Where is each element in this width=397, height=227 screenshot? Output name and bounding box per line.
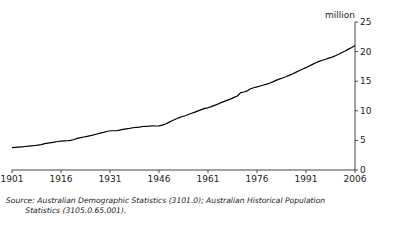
y-tick bbox=[355, 110, 358, 111]
x-tick bbox=[61, 170, 62, 173]
source-note: Statistics (3105.0.65.001). bbox=[6, 206, 126, 215]
x-tick-label: 2006 bbox=[344, 174, 367, 184]
x-tick bbox=[110, 170, 111, 173]
y-tick bbox=[355, 81, 358, 82]
y-tick-label: 15 bbox=[360, 76, 371, 86]
x-tick bbox=[208, 170, 209, 173]
x-tick-label: 1901 bbox=[1, 174, 24, 184]
y-tick-label: 25 bbox=[360, 17, 371, 27]
y-tick-label: 20 bbox=[360, 47, 372, 57]
x-tick-label: 1961 bbox=[197, 174, 220, 184]
population-line bbox=[12, 46, 355, 148]
x-tick-label: 1931 bbox=[99, 174, 122, 184]
plot-area bbox=[12, 46, 355, 148]
y-tick bbox=[355, 51, 358, 52]
y-tick-label: 0 bbox=[360, 165, 366, 175]
y-axis-line bbox=[355, 22, 356, 170]
x-tick bbox=[159, 170, 160, 173]
x-axis-line bbox=[12, 170, 355, 171]
y-tick-label: 5 bbox=[360, 135, 366, 145]
x-tick-label: 1916 bbox=[50, 174, 73, 184]
y-tick bbox=[355, 140, 358, 141]
y-tick-label: 10 bbox=[360, 106, 372, 116]
source-note: Source: Australian Demographic Statistic… bbox=[6, 196, 325, 205]
x-tick bbox=[257, 170, 258, 173]
y-tick bbox=[355, 170, 358, 171]
x-tick-label: 1946 bbox=[148, 174, 171, 184]
x-tick-label: 1976 bbox=[246, 174, 269, 184]
x-tick bbox=[306, 170, 307, 173]
x-tick-label: 1991 bbox=[295, 174, 318, 184]
y-label: million bbox=[325, 10, 355, 20]
x-tick bbox=[12, 170, 13, 173]
y-tick bbox=[355, 22, 358, 23]
background bbox=[0, 0, 397, 227]
chart: 1901 1916 1931 1946 1961 1976 1991 20060 5 10 15 20… bbox=[0, 0, 397, 227]
